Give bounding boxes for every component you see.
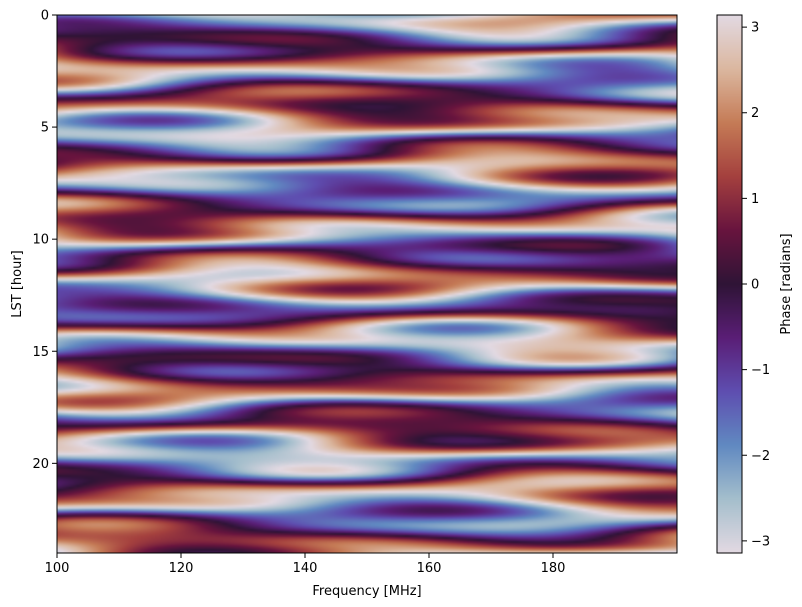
- colorbar-axis: 3 2 1 0 −1 −2 −3: [742, 21, 770, 549]
- x-tick-label: 120: [169, 561, 194, 576]
- heatmap-image-container: [57, 15, 677, 553]
- y-tick-label: 15: [32, 345, 49, 360]
- y-tick-label: 0: [41, 9, 49, 24]
- x-axis-label: Frequency [MHz]: [312, 584, 421, 599]
- x-axis: 100 120 140 160 180: [45, 553, 566, 576]
- y-tick-label: 10: [32, 233, 49, 248]
- x-tick-label: 180: [541, 561, 566, 576]
- y-tick-label: 20: [32, 457, 49, 472]
- x-tick-label: 160: [417, 561, 442, 576]
- colorbar-tick-label: −3: [751, 534, 770, 549]
- colorbar-tick-label: −1: [751, 363, 770, 378]
- y-tick-label: 5: [41, 121, 49, 136]
- y-axis: 0 5 10 15 20: [32, 9, 57, 472]
- colorbar-tick-label: −2: [751, 449, 770, 464]
- x-tick-label: 140: [293, 561, 318, 576]
- colorbar-tick-label: 0: [751, 278, 759, 293]
- colorbar-tick-label: 3: [751, 21, 759, 36]
- colorbar-tick-label: 2: [751, 106, 759, 121]
- colorbar-tick-label: 1: [751, 192, 759, 207]
- colorbar-gradient-container: [717, 15, 742, 553]
- x-tick-label: 100: [45, 561, 70, 576]
- y-axis-label: LST [hour]: [10, 250, 25, 318]
- colorbar-label: Phase [radians]: [779, 233, 794, 334]
- plot-frame: [56, 14, 678, 554]
